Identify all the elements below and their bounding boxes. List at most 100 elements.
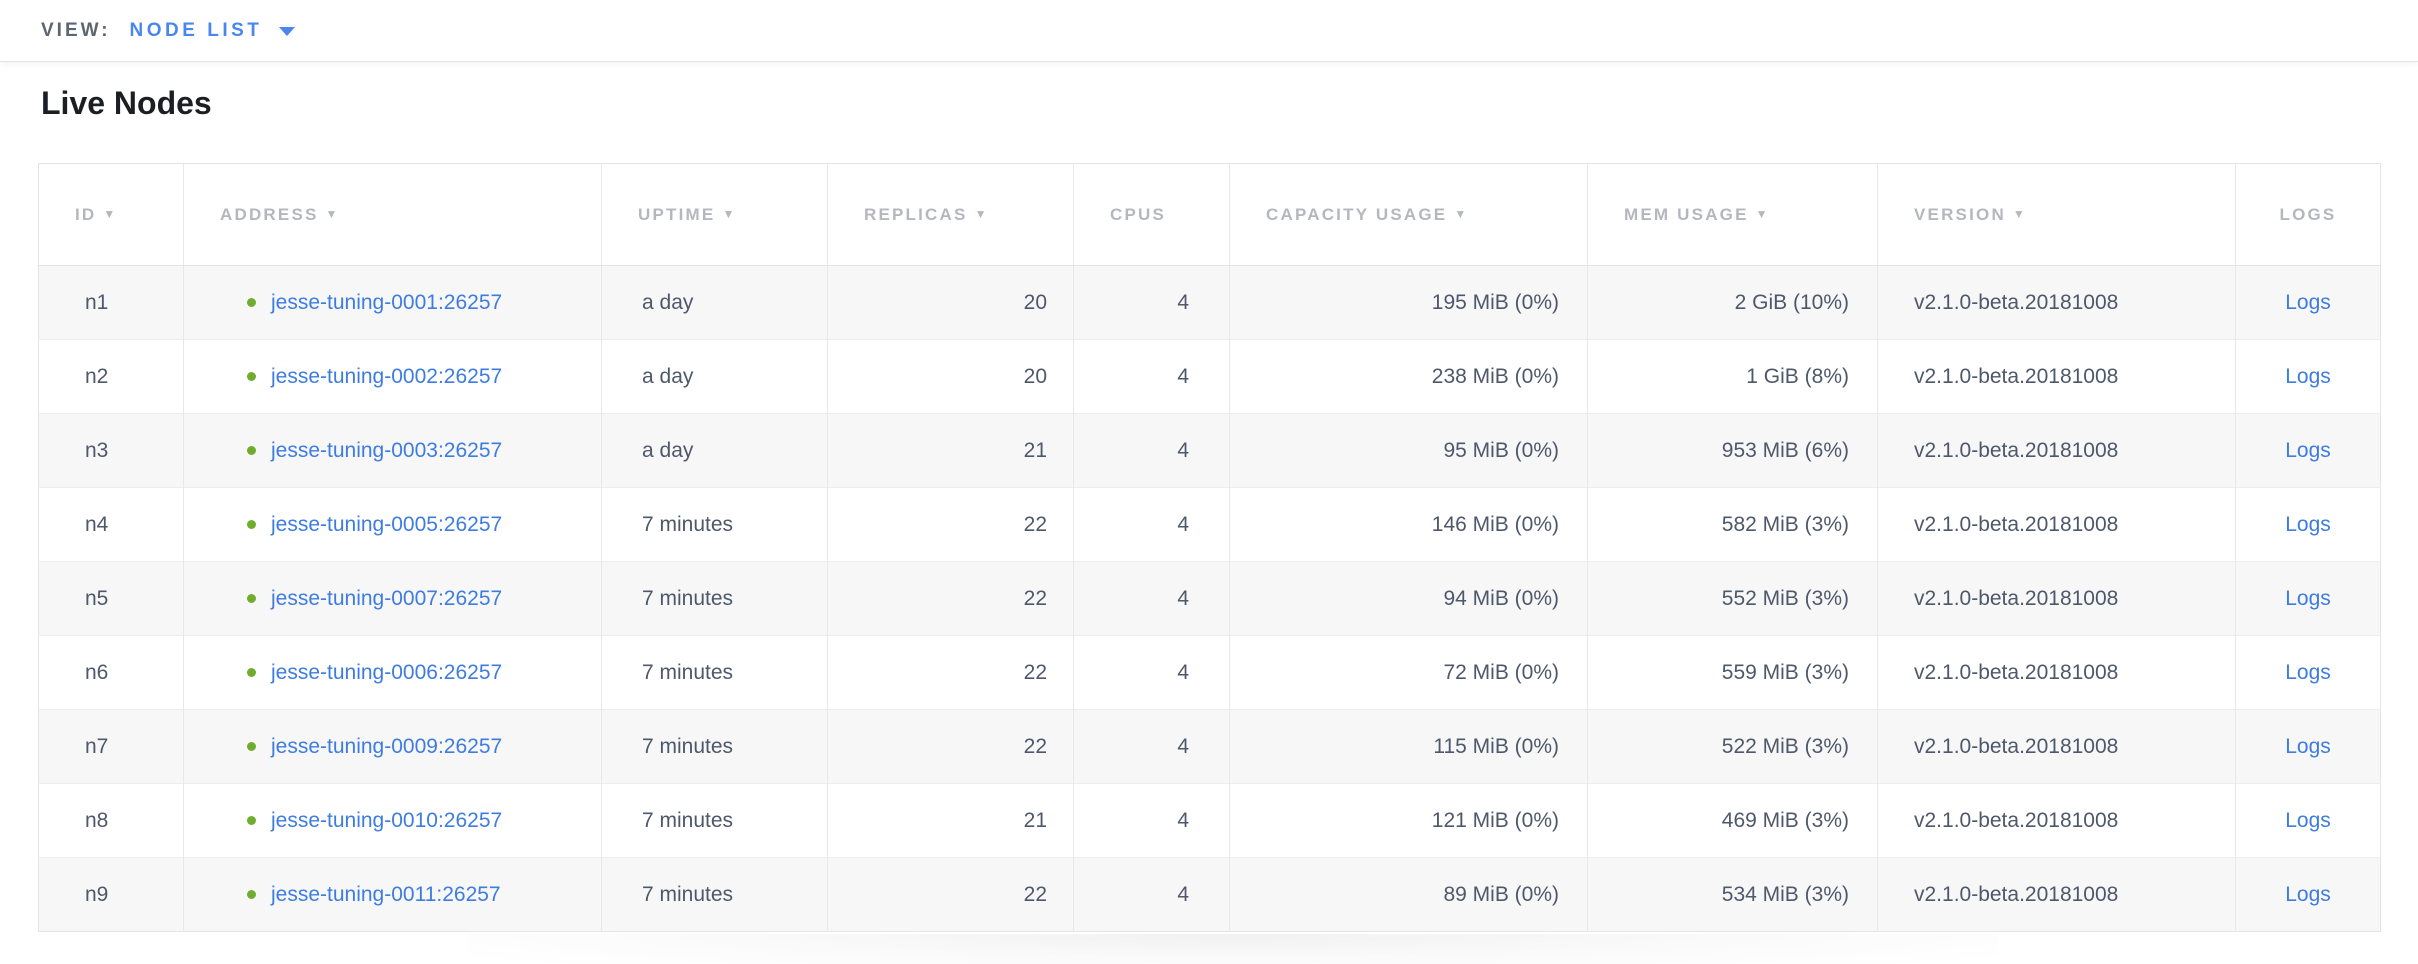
node-mem-cell: 552 MiB (3%) xyxy=(1587,561,1878,636)
logs-link[interactable]: Logs xyxy=(2285,290,2331,314)
node-status-live-icon xyxy=(247,667,256,677)
column-header-replicas[interactable]: REPLICAS ▼ xyxy=(827,163,1074,266)
node-address-cell: jesse-tuning-0005:26257 xyxy=(183,487,602,562)
logs-link[interactable]: Logs xyxy=(2285,512,2331,536)
table-row: n8 jesse-tuning-0010:26257 7 minutes 21 4 121… xyxy=(38,783,2381,858)
table-row: n7 jesse-tuning-0009:26257 7 minutes 22 4 115… xyxy=(38,709,2381,784)
sort-arrow-icon: ▼ xyxy=(103,206,118,221)
node-version-cell: v2.1.0-beta.20181008 xyxy=(1877,783,2236,858)
column-header-uptime[interactable]: UPTIME ▼ xyxy=(601,163,828,266)
node-status-live-icon xyxy=(247,741,256,751)
column-header-id[interactable]: ID ▼ xyxy=(38,163,184,266)
node-capacity-cell: 95 MiB (0%) xyxy=(1229,413,1588,488)
node-id-cell: n4 xyxy=(38,487,184,562)
node-address-link[interactable]: jesse-tuning-0010:26257 xyxy=(271,808,503,832)
chevron-down-icon xyxy=(279,27,296,36)
node-address-cell: jesse-tuning-0007:26257 xyxy=(183,561,602,636)
sort-arrow-icon: ▼ xyxy=(974,206,989,221)
node-logs-cell: Logs xyxy=(2236,266,2381,340)
node-logs-cell: Logs xyxy=(2236,858,2381,932)
node-capacity-cell: 146 MiB (0%) xyxy=(1229,487,1588,562)
node-version-cell: v2.1.0-beta.20181008 xyxy=(1877,413,2236,488)
table-row: n2 jesse-tuning-0002:26257 a day 20 4 238 MiB… xyxy=(38,339,2381,414)
node-uptime-cell: 7 minutes xyxy=(601,561,828,636)
node-cpus-cell: 4 xyxy=(1073,783,1230,858)
node-id-cell: n9 xyxy=(38,857,184,932)
sort-arrow-icon: ▼ xyxy=(325,206,340,221)
view-selected-value: NODE LIST xyxy=(129,19,263,41)
column-header-label: REPLICAS xyxy=(864,204,968,224)
column-header-mem[interactable]: MEM USAGE ▼ xyxy=(1587,163,1878,266)
node-address-cell: jesse-tuning-0003:26257 xyxy=(183,413,602,488)
node-uptime-cell: 7 minutes xyxy=(601,487,828,562)
view-bar: VIEW: NODE LIST xyxy=(0,0,2418,62)
node-address-cell: jesse-tuning-0002:26257 xyxy=(183,339,602,414)
node-logs-cell: Logs xyxy=(2236,488,2381,562)
node-address-cell: jesse-tuning-0006:26257 xyxy=(183,635,602,710)
table-row: n5 jesse-tuning-0007:26257 7 minutes 22 4 94 … xyxy=(38,561,2381,636)
node-replicas-cell: 21 xyxy=(827,413,1074,488)
node-status-live-icon xyxy=(247,371,256,381)
node-address-cell: jesse-tuning-0010:26257 xyxy=(183,783,602,858)
node-uptime-cell: 7 minutes xyxy=(601,783,828,858)
node-address-link[interactable]: jesse-tuning-0009:26257 xyxy=(271,734,503,758)
node-uptime-cell: a day xyxy=(601,265,828,340)
node-capacity-cell: 195 MiB (0%) xyxy=(1229,265,1588,340)
logs-link[interactable]: Logs xyxy=(2285,438,2331,462)
node-mem-cell: 2 GiB (10%) xyxy=(1587,265,1878,340)
node-address-link[interactable]: jesse-tuning-0002:26257 xyxy=(271,364,503,388)
nodes-table: ID ▼ ADDRESS ▼ UPTIME ▼ REPLICAS ▼ CPUS CAPACITY … xyxy=(38,163,2381,932)
node-mem-cell: 559 MiB (3%) xyxy=(1587,635,1878,710)
node-replicas-cell: 21 xyxy=(827,783,1074,858)
node-id-cell: n2 xyxy=(38,339,184,414)
node-address-link[interactable]: jesse-tuning-0011:26257 xyxy=(271,882,501,906)
column-header-label: CPUS xyxy=(1110,204,1167,224)
logs-link[interactable]: Logs xyxy=(2285,882,2331,906)
node-capacity-cell: 115 MiB (0%) xyxy=(1229,709,1588,784)
node-cpus-cell: 4 xyxy=(1073,635,1230,710)
logs-link[interactable]: Logs xyxy=(2285,660,2331,684)
below-fold-shadow xyxy=(468,934,1998,964)
node-version-cell: v2.1.0-beta.20181008 xyxy=(1877,561,2236,636)
logs-link[interactable]: Logs xyxy=(2285,808,2331,832)
column-header-logs: LOGS xyxy=(2235,163,2381,266)
table-row: n4 jesse-tuning-0005:26257 7 minutes 22 4 146… xyxy=(38,487,2381,562)
column-header-capacity[interactable]: CAPACITY USAGE ▼ xyxy=(1229,163,1588,266)
sort-arrow-icon: ▼ xyxy=(1755,206,1770,221)
node-address-link[interactable]: jesse-tuning-0001:26257 xyxy=(271,290,503,314)
node-status-live-icon xyxy=(247,593,256,603)
column-header-label: ADDRESS xyxy=(220,204,319,224)
node-status-live-icon xyxy=(247,889,256,899)
column-header-label: ID xyxy=(75,204,97,224)
sort-arrow-icon: ▼ xyxy=(1454,206,1469,221)
logs-link[interactable]: Logs xyxy=(2285,586,2331,610)
node-replicas-cell: 22 xyxy=(827,709,1074,784)
node-id-cell: n8 xyxy=(38,783,184,858)
node-address-link[interactable]: jesse-tuning-0007:26257 xyxy=(271,586,503,610)
node-id-cell: n3 xyxy=(38,413,184,488)
node-logs-cell: Logs xyxy=(2236,636,2381,710)
column-header-label: MEM USAGE xyxy=(1624,204,1749,224)
column-header-label: UPTIME xyxy=(638,204,716,224)
view-label: VIEW: xyxy=(41,19,111,41)
table-header-row: ID ▼ ADDRESS ▼ UPTIME ▼ REPLICAS ▼ CPUS CAPACITY … xyxy=(38,163,2381,266)
logs-link[interactable]: Logs xyxy=(2285,734,2331,758)
logs-link[interactable]: Logs xyxy=(2285,364,2331,388)
view-selector-dropdown[interactable]: NODE LIST xyxy=(130,20,296,42)
node-mem-cell: 469 MiB (3%) xyxy=(1587,783,1878,858)
table-row: n6 jesse-tuning-0006:26257 7 minutes 22 4 72 … xyxy=(38,635,2381,710)
node-mem-cell: 534 MiB (3%) xyxy=(1587,857,1878,932)
node-cpus-cell: 4 xyxy=(1073,413,1230,488)
node-address-link[interactable]: jesse-tuning-0006:26257 xyxy=(271,660,503,684)
node-cpus-cell: 4 xyxy=(1073,339,1230,414)
node-version-cell: v2.1.0-beta.20181008 xyxy=(1877,487,2236,562)
live-nodes-section: Live Nodes ID ▼ ADDRESS ▼ UPTIME ▼ REPLICAS ▼ CP… xyxy=(0,83,2418,964)
node-capacity-cell: 238 MiB (0%) xyxy=(1229,339,1588,414)
node-address-link[interactable]: jesse-tuning-0003:26257 xyxy=(271,438,503,462)
node-capacity-cell: 121 MiB (0%) xyxy=(1229,783,1588,858)
column-header-address[interactable]: ADDRESS ▼ xyxy=(183,163,602,266)
node-capacity-cell: 94 MiB (0%) xyxy=(1229,561,1588,636)
column-header-version[interactable]: VERSION ▼ xyxy=(1877,163,2236,266)
node-id-cell: n6 xyxy=(38,635,184,710)
node-address-link[interactable]: jesse-tuning-0005:26257 xyxy=(271,512,503,536)
